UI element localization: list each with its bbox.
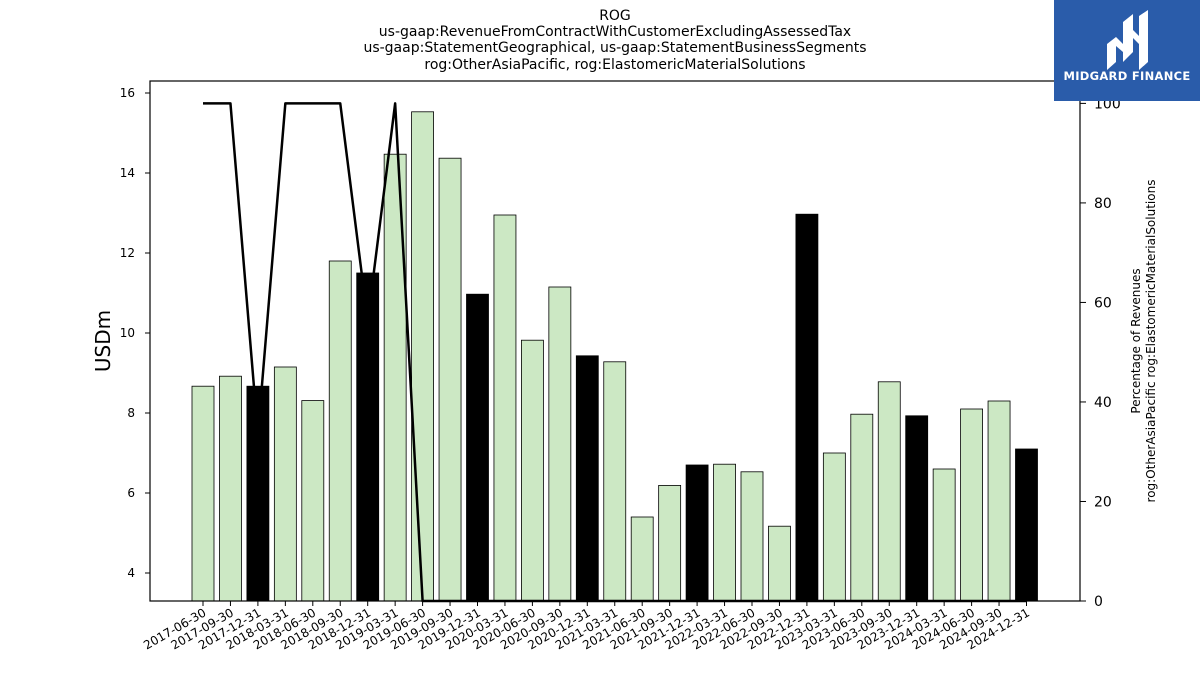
secondary-axis-label: Percentage of Revenues — [1129, 268, 1143, 413]
chart-subtitle-2: us-gaap:StatementGeographical, us-gaap:S… — [363, 40, 867, 56]
chart-subtitle-3: rog:OtherAsiaPacific, rog:ElastomericMat… — [424, 57, 806, 73]
left-tick-label-14: 14 — [120, 166, 135, 180]
right-tick-label-60: 60 — [1094, 295, 1112, 311]
logo-mark-icon — [1107, 10, 1148, 70]
chart-title: ROG — [599, 8, 631, 24]
left-tick-label-6: 6 — [127, 486, 135, 500]
logo-text: MIDGARD FINANCE — [1063, 69, 1191, 83]
bar-2024-03-31 — [932, 468, 956, 602]
right-tick-label-80: 80 — [1094, 196, 1112, 212]
bar-2018-03-31 — [273, 366, 297, 602]
bar-2018-09-30 — [328, 260, 352, 602]
bar-2023-03-31 — [822, 452, 846, 602]
bar-2017-12-31 — [246, 385, 270, 602]
bar-2022-12-31 — [795, 213, 819, 602]
left-tick-label-16: 16 — [120, 86, 135, 100]
bar-2023-06-30 — [850, 413, 874, 602]
bar-2024-06-30 — [960, 408, 983, 602]
bar-2019-09-30 — [438, 157, 462, 602]
left-tick-label-4: 4 — [127, 566, 135, 580]
bar-2019-06-30 — [411, 111, 435, 602]
bar-2022-03-31 — [713, 463, 736, 602]
bar-2020-03-31 — [493, 214, 517, 602]
bar-2021-06-30 — [630, 516, 654, 602]
y-axis-label: USDm — [91, 310, 115, 372]
bar-2021-03-31 — [603, 361, 627, 602]
bar-2022-09-30 — [768, 525, 791, 602]
bar-2024-09-30 — [987, 400, 1011, 602]
right-tick-label-0: 0 — [1094, 594, 1103, 610]
brand-logo: MIDGARD FINANCE — [1054, 0, 1200, 101]
left-tick-label-10: 10 — [120, 326, 135, 340]
bars — [191, 111, 1038, 602]
bar-2019-12-31 — [466, 293, 489, 602]
x-axis: 2017-06-302017-09-302017-12-312018-03-31… — [141, 601, 1032, 652]
bar-2021-09-30 — [658, 484, 682, 602]
bar-2022-06-30 — [740, 471, 764, 602]
secondary-axis-label-2: rog:OtherAsiaPacific rog:ElastomericMate… — [1144, 180, 1158, 503]
bar-2024-12-31 — [1015, 448, 1038, 602]
left-tick-label-12: 12 — [120, 246, 135, 260]
chart-subtitle-1: us-gaap:RevenueFromContractWithCustomerE… — [378, 24, 852, 40]
bar-2018-06-30 — [301, 400, 325, 602]
left-tick-label-8: 8 — [127, 406, 135, 420]
bar-2017-09-30 — [219, 375, 242, 602]
left-axis: 4 6 8 10 12 14 16 — [120, 86, 150, 580]
right-tick-label-40: 40 — [1094, 395, 1112, 411]
bar-2020-12-31 — [575, 355, 599, 602]
bar-2017-06-30 — [191, 385, 215, 602]
bar-2023-09-30 — [877, 381, 901, 602]
bar-2023-12-31 — [905, 415, 929, 602]
bar-2021-12-31 — [685, 464, 709, 602]
right-tick-label-20: 20 — [1094, 494, 1112, 510]
bar-2020-09-30 — [548, 286, 572, 602]
bar-2020-06-30 — [521, 339, 544, 602]
